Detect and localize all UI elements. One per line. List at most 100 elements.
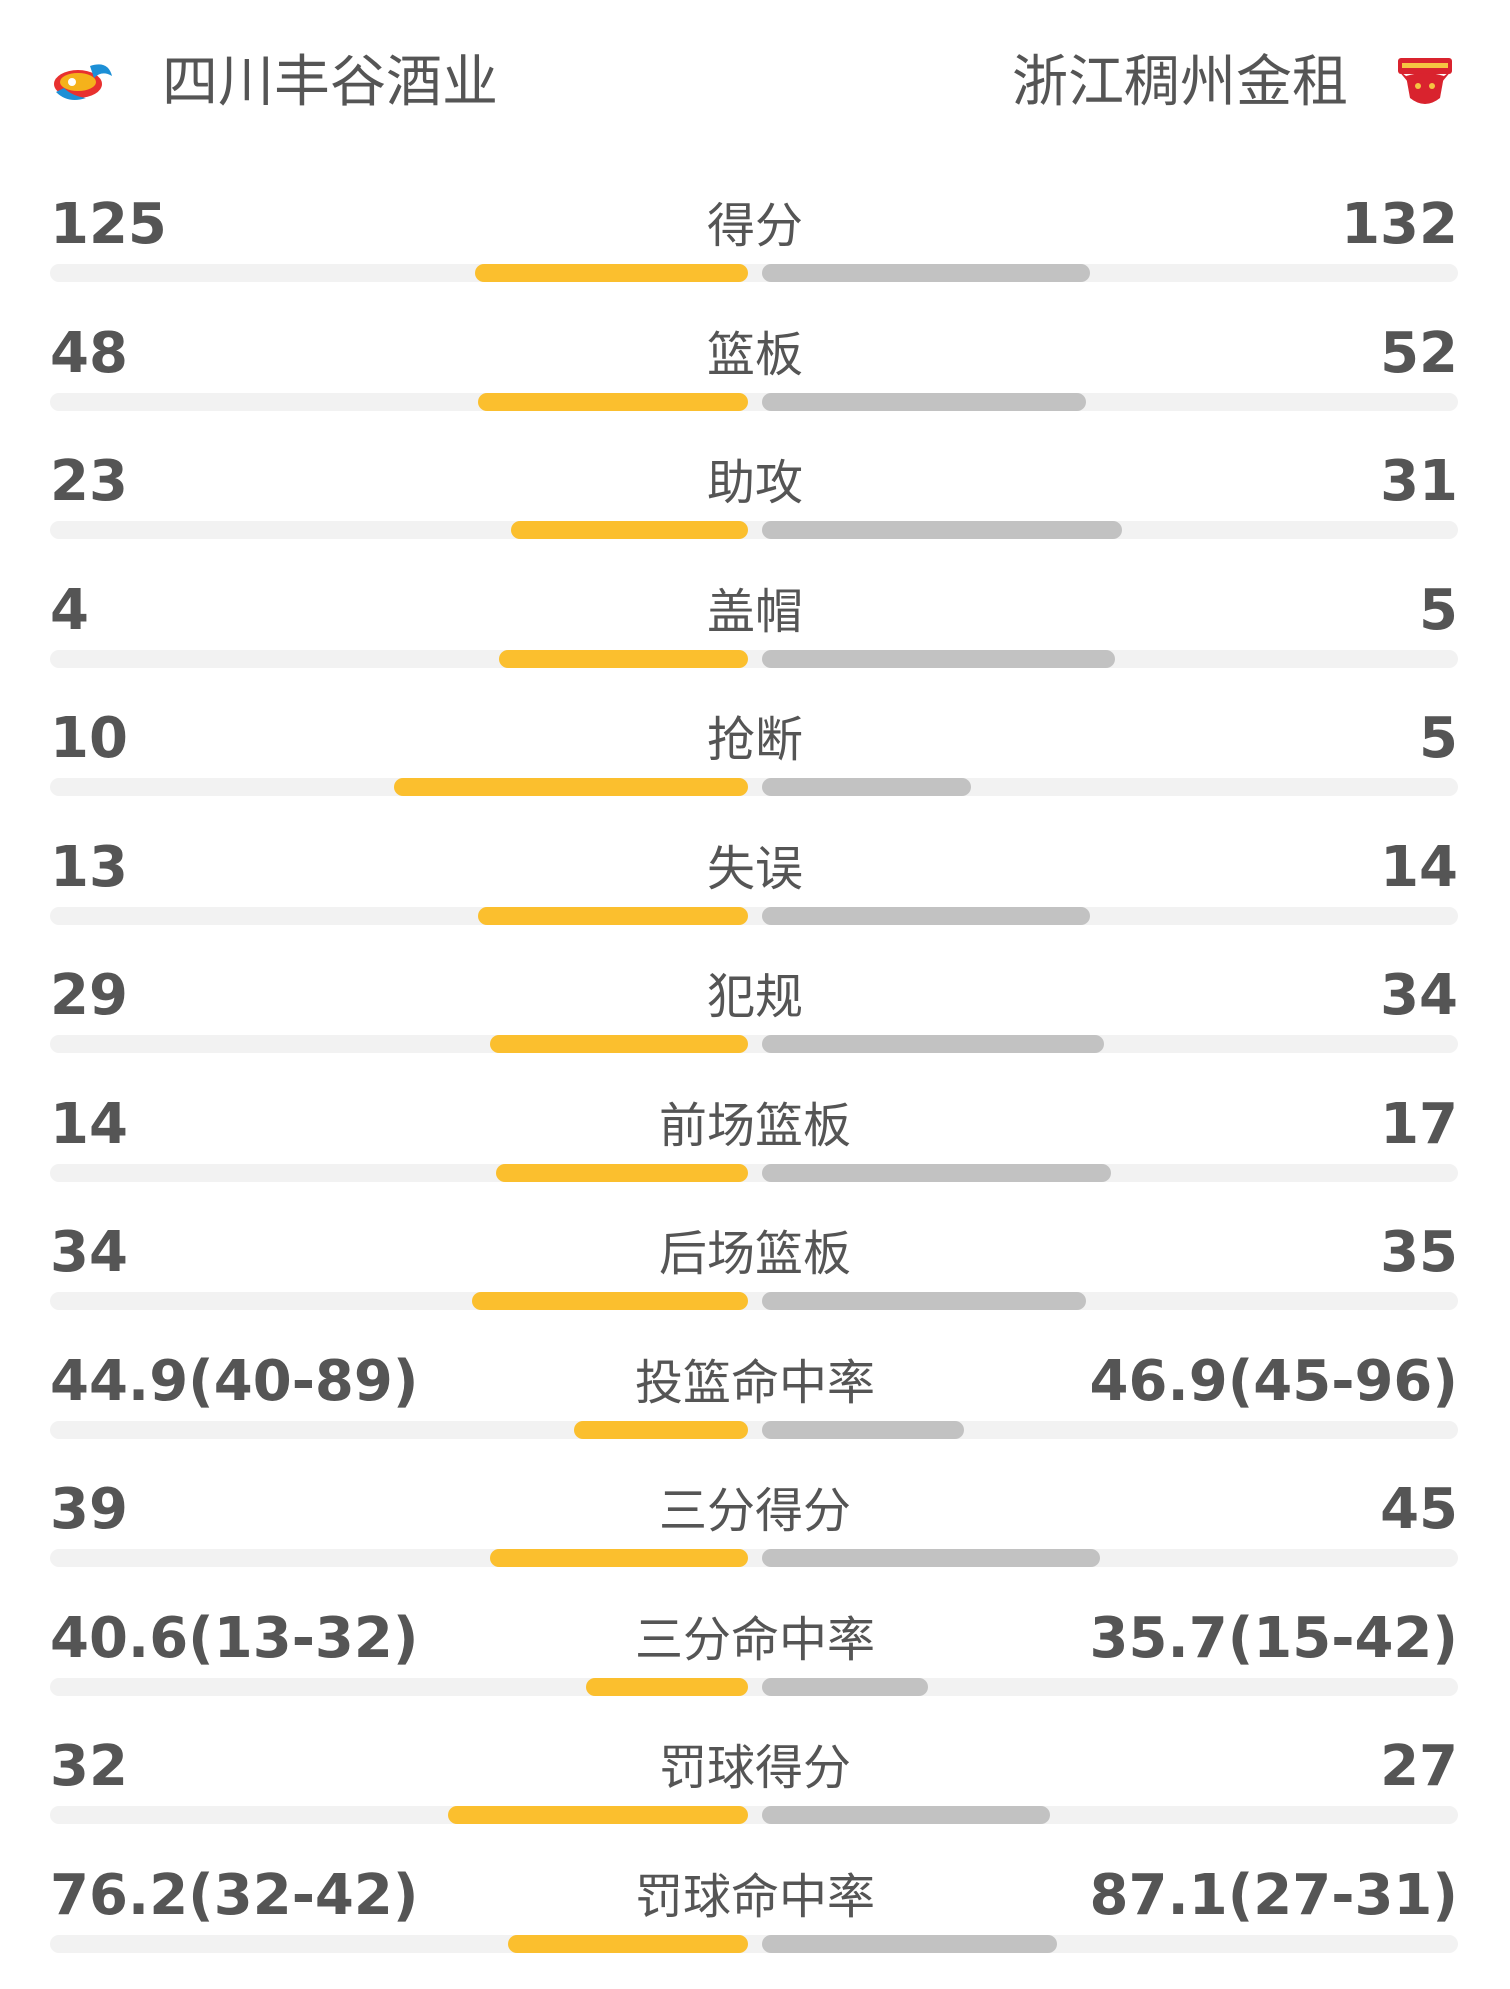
stat-label: 后场篮板 (658, 1226, 851, 1282)
away-stat-value: 45 (1380, 1477, 1458, 1542)
away-stat-value: 5 (1419, 577, 1458, 643)
home-stat-bar (496, 1163, 748, 1182)
away-stat-value: 35.7(15-42) (1089, 1605, 1458, 1671)
stat-bar-track (50, 264, 1458, 282)
stat-label: 抢断 (706, 712, 803, 768)
home-stat-bar (490, 1549, 748, 1567)
home-stat-bar (448, 1806, 748, 1824)
stat-row: 40.6(13-32) 三分命中率 35.7(15-42) (0, 1604, 1510, 1732)
away-stat-bar (762, 1549, 1100, 1567)
away-stat-bar (762, 906, 1090, 925)
home-stat-bar (490, 1035, 748, 1053)
golden-bulls-logo-icon (1392, 52, 1458, 114)
home-stat-value: 14 (50, 1091, 128, 1157)
home-stat-value: 40.6(13-32) (50, 1605, 419, 1671)
team-header: 四川丰谷酒业 浙江稠州金租 (0, 0, 1510, 170)
away-stat-value: 31 (1380, 449, 1458, 514)
home-stat-value: 10 (50, 706, 128, 771)
stat-row: 29 犯规 34 (0, 961, 1510, 1089)
away-stat-bar (762, 392, 1086, 411)
stat-bar-track (50, 1035, 1458, 1053)
stat-label: 投篮命中率 (634, 1354, 875, 1411)
stat-bar-track (50, 1934, 1458, 1953)
away-stat-value: 46.9(45-96) (1089, 1348, 1458, 1414)
stat-bar-track (50, 1292, 1458, 1310)
away-stat-bar (762, 1420, 964, 1439)
home-stat-value: 34 (50, 1220, 128, 1285)
stat-bar-track (50, 521, 1458, 539)
stat-row: 13 失误 14 (0, 833, 1510, 961)
away-stat-bar (762, 264, 1090, 282)
stat-label: 前场篮板 (658, 1097, 851, 1154)
home-stat-bar (586, 1677, 748, 1696)
away-stat-value: 52 (1380, 320, 1458, 386)
stat-row: 10 抢断 5 (0, 704, 1510, 832)
away-team-name: 浙江稠州金租 (1012, 50, 1348, 115)
away-stat-bar (762, 521, 1122, 539)
away-stat-value: 132 (1341, 192, 1458, 257)
stat-label: 三分命中率 (634, 1611, 875, 1668)
home-stat-value: 23 (50, 449, 128, 514)
stat-row: 48 篮板 52 (0, 319, 1510, 447)
home-stat-value: 4 (50, 577, 89, 643)
stat-row: 34 后场篮板 35 (0, 1218, 1510, 1346)
stat-label: 篮板 (706, 326, 803, 383)
home-team-name: 四川丰谷酒业 (162, 50, 498, 115)
stat-bar-track (50, 1549, 1458, 1567)
away-stat-value: 27 (1380, 1734, 1458, 1799)
stat-bar-track (50, 778, 1458, 796)
home-stat-value: 32 (50, 1734, 128, 1799)
away-stat-bar (762, 649, 1115, 668)
stat-label: 失误 (706, 840, 803, 897)
away-stat-value: 14 (1380, 834, 1458, 900)
stat-row: 32 罚球得分 27 (0, 1732, 1510, 1860)
stat-bar-track (50, 392, 1458, 411)
home-stat-bar (574, 1420, 748, 1439)
home-stat-bar (475, 264, 748, 282)
home-stat-value: 76.2(32-42) (50, 1862, 419, 1928)
home-stat-value: 29 (50, 963, 128, 1028)
stat-bar-track (50, 1806, 1458, 1824)
away-stat-bar (762, 1292, 1086, 1310)
away-stat-bar (762, 1677, 928, 1696)
away-stat-bar (762, 1806, 1050, 1824)
stat-bar-track (50, 1677, 1458, 1696)
away-stat-bar (762, 1035, 1104, 1053)
home-stat-value: 13 (50, 834, 128, 900)
home-stat-bar (499, 649, 748, 668)
home-stat-bar (478, 906, 748, 925)
stat-label: 得分 (706, 198, 803, 254)
home-stat-value: 125 (50, 192, 167, 257)
stat-row: 23 助攻 31 (0, 447, 1510, 575)
stat-label: 罚球得分 (658, 1740, 851, 1796)
stat-row: 14 前场篮板 17 (0, 1090, 1510, 1218)
home-stat-bar (394, 778, 748, 796)
away-stat-value: 34 (1380, 963, 1458, 1028)
home-stat-value: 39 (50, 1477, 128, 1542)
away-stat-value: 17 (1380, 1091, 1458, 1157)
stat-row: 125 得分 132 (0, 190, 1510, 318)
away-stat-value: 35 (1380, 1220, 1458, 1285)
stat-bar-track (50, 906, 1458, 925)
home-stat-bar (511, 521, 748, 539)
home-stat-value: 44.9(40-89) (50, 1348, 419, 1414)
stat-label: 助攻 (706, 455, 803, 511)
stat-bar-track (50, 1163, 1458, 1182)
home-stat-value: 48 (50, 320, 128, 386)
away-stat-bar (762, 1934, 1057, 1953)
stat-label: 罚球命中率 (634, 1868, 875, 1925)
stat-row: 76.2(32-42) 罚球命中率 87.1(27-31) (0, 1861, 1510, 1989)
home-stat-bar (472, 1292, 748, 1310)
stat-row: 44.9(40-89) 投篮命中率 46.9(45-96) (0, 1347, 1510, 1475)
stat-label: 犯规 (706, 969, 803, 1025)
stat-label: 三分得分 (658, 1483, 851, 1539)
stat-row: 4 盖帽 5 (0, 576, 1510, 704)
stat-bar-track (50, 649, 1458, 668)
home-stat-bar (508, 1934, 748, 1953)
stat-label: 盖帽 (706, 583, 803, 640)
away-stat-bar (762, 1163, 1111, 1182)
home-stat-bar (478, 392, 748, 411)
away-stat-value: 5 (1419, 706, 1458, 771)
away-stat-bar (762, 778, 971, 796)
